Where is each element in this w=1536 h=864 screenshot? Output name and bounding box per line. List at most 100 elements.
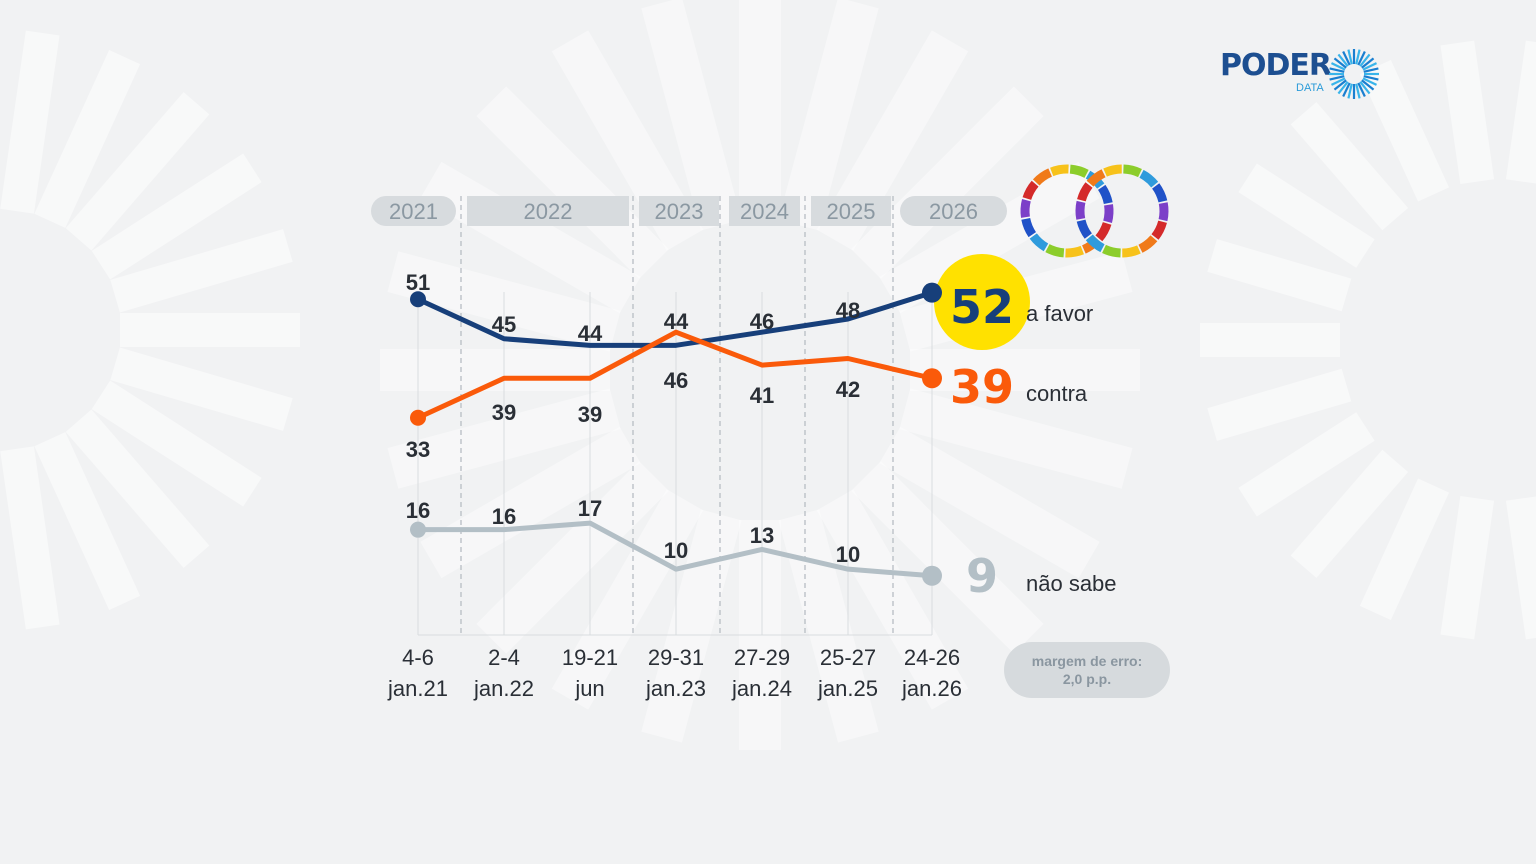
series-layer: 51 45 44 46 46 48 52 a favor 33 39 39 44 41 42 39 contr… [406, 254, 1117, 603]
logo-wordmark: PODER [1220, 48, 1332, 83]
series-contra: 33 39 39 44 41 42 39 contra [406, 309, 1088, 462]
ring-segment [1085, 234, 1105, 253]
sunburst-ray [1355, 83, 1361, 99]
year-band-label: 2026 [929, 199, 978, 224]
x-tick-sublabel: jan.23 [645, 676, 706, 701]
series-line-nao_sabe [415, 520, 935, 579]
background-ray [1505, 496, 1536, 640]
legend-favor: a favor [1026, 301, 1093, 326]
sunburst-ray [1362, 62, 1378, 71]
sunburst-ray [1333, 57, 1347, 69]
sunburst-ray [1329, 67, 1345, 73]
background-ray [816, 489, 969, 710]
background-ray [476, 461, 669, 654]
sunburst-ray [1337, 81, 1349, 95]
sunburst-ray [1355, 49, 1361, 65]
sunburst-ray [1342, 50, 1351, 66]
x-tick-label: 29-31 [648, 645, 704, 670]
data-label: 39 [578, 402, 602, 427]
sunburst-ray [1361, 79, 1375, 91]
point-marker [410, 521, 426, 538]
background-ray [65, 92, 210, 251]
x-tick-label: 27-29 [734, 645, 790, 670]
data-label: 33 [406, 437, 430, 462]
background-ray [551, 489, 704, 710]
data-label: 41 [750, 383, 774, 408]
sunburst-ray [1330, 77, 1346, 86]
year-band [729, 196, 800, 226]
x-tick-label: 19-21 [562, 645, 618, 670]
year-band [467, 196, 629, 226]
ring-segment [1103, 204, 1114, 223]
background-ray [1238, 163, 1375, 268]
data-label: 10 [836, 542, 860, 567]
x-tick-sublabel: jan.26 [901, 676, 962, 701]
ring-segment [1086, 169, 1106, 187]
background-ray [420, 426, 641, 579]
data-label: 48 [836, 298, 860, 323]
legend-nao_sabe: não sabe [1026, 571, 1117, 596]
background-ray [1290, 449, 1409, 578]
x-tick-label: 2-4 [488, 645, 520, 670]
background-ray [91, 153, 262, 280]
sunburst-ray [1329, 75, 1345, 81]
data-label: 13 [750, 523, 774, 548]
sunburst-ray [1347, 83, 1353, 99]
ring-segment [1097, 184, 1113, 205]
sunburst-ray [1357, 50, 1366, 66]
background-ray-pattern [0, 0, 1536, 750]
data-label: 44 [664, 309, 689, 334]
data-label: 46 [664, 368, 688, 393]
series-line-contra [415, 329, 935, 421]
year-header-bands: 2021 2022 2023 2024 2025 2026 [371, 196, 1007, 226]
poderdata-logo: PODER DATA [1220, 46, 1390, 102]
background-ray [1440, 40, 1495, 185]
sunburst-ray [1347, 49, 1353, 65]
ring-segment [1032, 168, 1053, 186]
ring-segment [1021, 217, 1037, 238]
background-ray [1359, 60, 1449, 202]
sunburst-ray [1359, 81, 1371, 95]
sunburst-ray [1359, 53, 1371, 67]
data-label: 45 [492, 312, 516, 337]
x-tick-label: 4-6 [402, 645, 434, 670]
data-label: 39 [492, 400, 516, 425]
ring-segment [1158, 202, 1169, 222]
ring-segment [1123, 164, 1142, 178]
background-ray [641, 509, 742, 743]
data-label: 42 [836, 377, 860, 402]
background-ray [0, 30, 60, 214]
background-ray [1207, 368, 1352, 441]
point-marker-end [922, 368, 942, 389]
legend-contra: contra [1026, 381, 1088, 406]
ring-segment [1065, 245, 1084, 258]
year-band-label: 2021 [389, 199, 438, 224]
x-axis-labels: 4-6 jan.21 2-4 jan.22 19-21 jun 29-31 jan.23 27-… [387, 645, 962, 701]
gridlines [417, 196, 933, 636]
ring-segment [1095, 221, 1112, 242]
x-tick-label: 24-26 [904, 645, 960, 670]
end-value-nao_sabe: 9 [966, 549, 998, 603]
background-ray [641, 0, 742, 231]
data-label: 17 [578, 496, 602, 521]
point-marker [410, 291, 426, 308]
year-band-label: 2022 [524, 199, 573, 224]
highlight-circle [934, 254, 1030, 350]
background-ray [899, 388, 1133, 489]
year-band-label: 2024 [740, 199, 789, 224]
point-marker-end [922, 282, 942, 303]
sunburst-ray [1330, 62, 1346, 71]
point-marker-end [922, 565, 942, 586]
x-tick-sublabel: jan.24 [731, 676, 792, 701]
ring-segment [1050, 164, 1069, 177]
year-band-label: 2025 [827, 199, 876, 224]
ring-segment [1029, 233, 1049, 252]
logo-subword: DATA [1296, 82, 1324, 94]
year-band [371, 196, 456, 226]
background-ray [879, 161, 1100, 314]
year-band-label: 2023 [655, 199, 704, 224]
sunburst-ray [1363, 67, 1379, 73]
x-tick-sublabel: jan.22 [473, 676, 534, 701]
background-ray [476, 86, 669, 279]
